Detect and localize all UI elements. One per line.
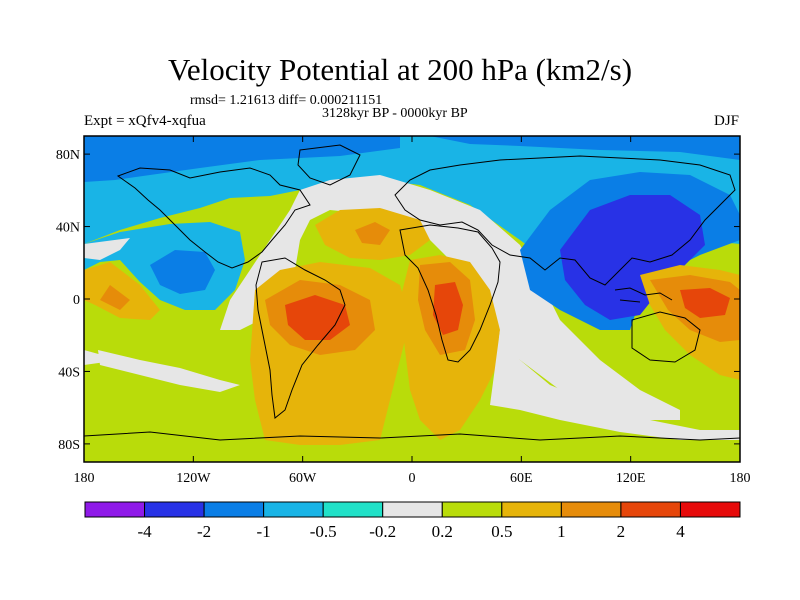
colorbar-swatch [84, 501, 146, 518]
colorbar-label: 1 [557, 522, 566, 541]
coast-greenland [297, 144, 361, 186]
colorbar-swatch [620, 501, 681, 518]
axis-labels: 180 120W 60W 0 60E 120E 180 80N 40N 0 40S 80S [56, 148, 751, 486]
field-sam-4 [285, 295, 350, 340]
coastlines [84, 144, 740, 441]
y-tick-label: 0 [73, 293, 80, 308]
coast-north-america [116, 167, 311, 269]
coast-australia [631, 311, 701, 363]
colorbar-label: -0.2 [369, 522, 396, 541]
y-tick-label: 80S [58, 438, 80, 453]
x-tick-label: 60E [510, 471, 533, 486]
y-tick-label: 80N [56, 148, 80, 163]
experiment-label: Expt = xQfv4-xqfua [84, 113, 206, 129]
colorbar-label: -4 [137, 522, 152, 541]
field-pacific-blue [150, 250, 215, 294]
y-tick-label: 40N [56, 221, 80, 236]
colorbar-label: 4 [676, 522, 685, 541]
colorbar-label: 2 [617, 522, 626, 541]
colorbar-swatch [560, 501, 622, 518]
field-arctic-east [430, 136, 740, 160]
chart-subtitle: 3128kyr BP - 0000kyr BP [322, 106, 468, 121]
colorbar-swatch [382, 501, 443, 518]
colorbar: -4 -2 -1 -0.5 -0.2 0.2 0.5 1 2 4 [84, 501, 741, 541]
colorbar-swatch [263, 501, 324, 518]
chart-title: Velocity Potential at 200 hPa (km2/s) [167, 52, 633, 87]
x-tick-label: 180 [74, 471, 95, 486]
coast-antarctica [84, 431, 740, 441]
coast-south-america [255, 257, 346, 419]
colorbar-label: -1 [257, 522, 271, 541]
colorbar-label: 0.5 [491, 522, 512, 541]
coast-indonesia [614, 287, 673, 303]
field-asia-minus2 [560, 195, 705, 320]
colorbar-swatch [441, 501, 503, 518]
x-tick-label: 180 [730, 471, 751, 486]
field-white-band [220, 175, 680, 420]
field-africa-4 [433, 282, 463, 335]
season-label: DJF [713, 113, 739, 129]
x-tick-label: 60W [289, 471, 317, 486]
field-epac-orange-2 [100, 285, 130, 310]
colorbar-label: 0.2 [432, 522, 453, 541]
x-tick-label: 120W [176, 471, 211, 486]
colorbar-swatch [203, 501, 265, 518]
field-pacific-white-2 [98, 350, 240, 392]
colorbar-swatch [144, 501, 205, 518]
field-south-white [490, 330, 740, 440]
axis-ticks [83, 136, 741, 462]
field-epac-orange [84, 262, 160, 320]
y-tick-label: 40S [58, 365, 80, 380]
colorbar-label: -2 [197, 522, 211, 541]
coast-eurasia [394, 155, 736, 286]
coast-africa [399, 224, 501, 363]
x-tick-label: 120E [616, 471, 646, 486]
contour-fields [84, 136, 740, 462]
field-natl-2 [355, 222, 390, 245]
colorbar-swatch [501, 501, 562, 518]
field-pacific-white [84, 238, 130, 260]
field-wpac-4 [680, 288, 730, 318]
x-tick-label: 0 [409, 471, 416, 486]
colorbar-swatch [679, 501, 741, 518]
stats-line: rmsd= 1.21613 diff= 0.000211151 [190, 93, 383, 108]
colorbar-swatch [322, 501, 384, 518]
field-far-south-white [84, 350, 120, 365]
colorbar-label: -0.5 [310, 522, 337, 541]
